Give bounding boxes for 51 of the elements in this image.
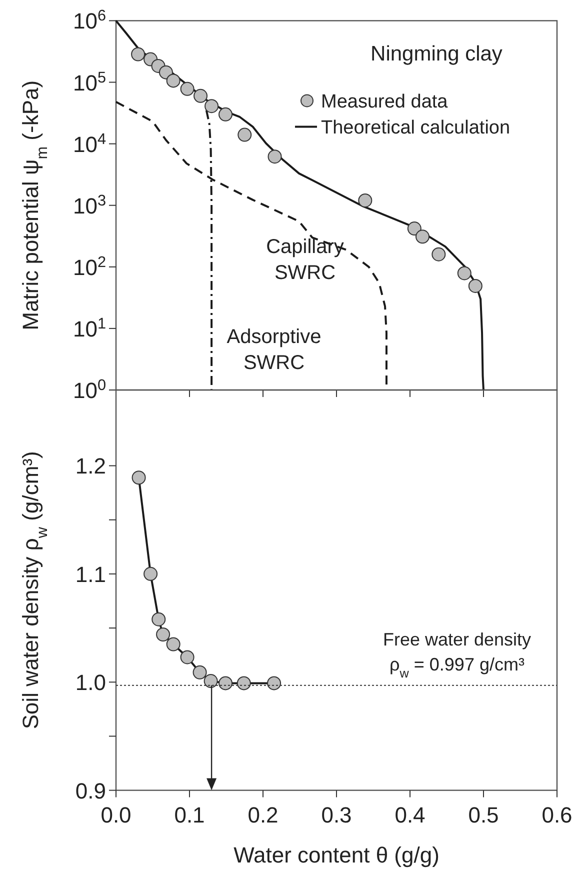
point [166,637,180,652]
y-tick-label: 1.0 [75,670,106,696]
annotation: Adsorptive SWRC [226,326,322,374]
y-tick-label: 10$^{2}$ [72,253,106,280]
point [415,230,430,244]
point [204,99,219,114]
point [358,193,372,208]
y-tick-label: 1.2 [75,454,106,479]
point [218,676,233,690]
point [144,566,158,581]
point [180,82,194,96]
x-tick-label: 0.2 [248,802,278,828]
point [152,612,166,626]
y-tick-label: 1.1 [75,562,106,587]
annotation: Capillary SWRC [266,236,344,284]
x-tick-label: 0.6 [542,802,572,828]
y-tick-label: 10$^{3}$ [72,192,106,218]
point [158,65,173,80]
point [204,674,218,688]
point [132,470,146,485]
point [268,150,282,164]
y-tick-label: 10$^{0}$ [72,376,106,403]
y-tick-label: 10$^{5}$ [72,68,106,96]
y-tick-label: 10$^{1}$ [72,314,106,342]
point [194,88,208,103]
y-tick-label: 10$^{4}$ [72,130,106,157]
point [192,665,207,680]
point [457,266,472,280]
y-tick-label: 0.9 [75,778,106,804]
x-tick-label: 0.4 [394,802,426,828]
point [267,676,282,690]
point [468,278,482,293]
x-tick-label: 0.5 [468,802,499,828]
legend-label: Measured data [321,92,448,113]
ref-line-label: Free water density ρ$_{w}$ = 0.997 g/cm³ [382,629,532,680]
point [218,107,233,122]
point [131,47,146,62]
legend-label: Theoretical calculation [321,118,510,139]
point [236,676,251,690]
text: Ningming clay [370,42,503,66]
point [407,222,422,236]
point [238,128,252,142]
point [432,247,446,262]
point [156,628,170,642]
y-tick-label: 10$^{6}$ [72,7,106,34]
x-tick-label: 0.3 [321,802,352,828]
x-tick-label: 0.1 [174,802,205,828]
x-tick-label: 0.0 [100,802,132,828]
point [166,74,180,88]
x-axis-title: Water content θ (g/g) [234,842,440,868]
point [180,650,194,664]
